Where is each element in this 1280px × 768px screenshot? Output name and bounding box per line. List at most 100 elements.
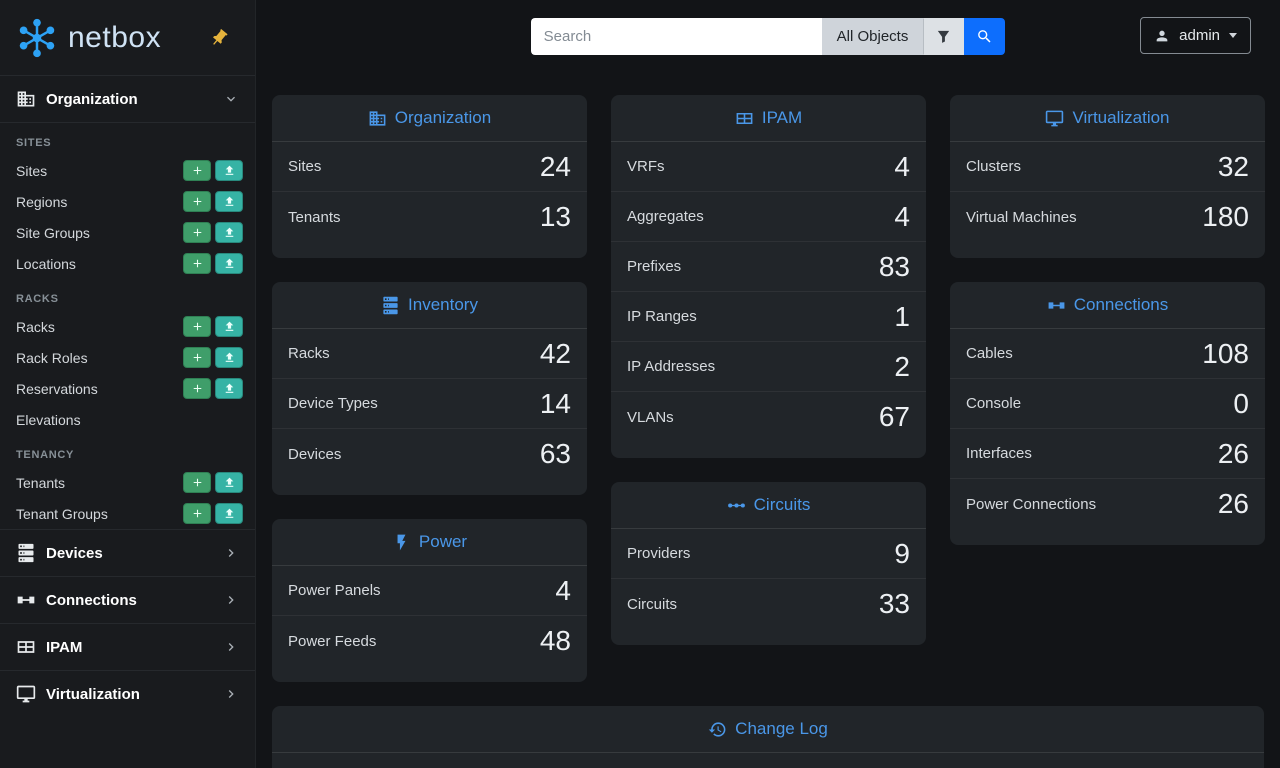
- stat-label[interactable]: Circuits: [627, 595, 678, 613]
- stat-label[interactable]: Power Connections: [966, 495, 1097, 513]
- import-button[interactable]: [215, 503, 243, 524]
- stat-value[interactable]: 63: [539, 438, 571, 469]
- stat-label[interactable]: Device Types: [288, 395, 378, 412]
- dashboard-content[interactable]: Organization Sites 24 Tenants 13: [256, 72, 1280, 768]
- netbox-logo[interactable]: netbox: [14, 15, 161, 61]
- card-title[interactable]: Organization: [394, 108, 492, 127]
- add-button[interactable]: [183, 253, 211, 274]
- stat-label[interactable]: VRFs: [627, 158, 665, 175]
- add-button[interactable]: [183, 472, 211, 493]
- card-title[interactable]: Virtualization: [1072, 108, 1170, 127]
- sidebar-group-devices[interactable]: Devices: [0, 529, 255, 576]
- sidebar-item-label[interactable]: Reservations: [16, 380, 98, 397]
- sidebar-group-connections[interactable]: Connections: [0, 576, 255, 623]
- import-button[interactable]: [215, 378, 243, 399]
- add-button[interactable]: [183, 503, 211, 524]
- stat-label[interactable]: Prefixes: [627, 258, 682, 275]
- stat-value[interactable]: 180: [1202, 201, 1249, 232]
- sidebar-item-elevations[interactable]: Elevations: [0, 404, 255, 435]
- stat-value[interactable]: 2: [894, 350, 910, 382]
- stat-label[interactable]: IP Ranges: [627, 308, 697, 325]
- stat-value[interactable]: 67: [878, 401, 910, 432]
- sidebar-pin-button[interactable]: [209, 28, 229, 48]
- sidebar-item-sites[interactable]: Sites: [0, 155, 255, 186]
- import-button[interactable]: [215, 160, 243, 181]
- import-button[interactable]: [215, 316, 243, 337]
- stat-label[interactable]: Aggregates: [627, 208, 704, 225]
- stat-value[interactable]: 1: [894, 300, 910, 332]
- add-button[interactable]: [183, 222, 211, 243]
- card-title[interactable]: Circuits: [753, 495, 811, 514]
- stat-label[interactable]: Cables: [966, 345, 1013, 362]
- stat-label[interactable]: Racks: [288, 345, 330, 362]
- search-input[interactable]: [530, 17, 822, 55]
- sidebar-item-label[interactable]: Regions: [16, 193, 68, 210]
- sidebar-item-label[interactable]: Rack Roles: [16, 349, 88, 366]
- stat-value[interactable]: 4: [555, 574, 571, 606]
- stat-label[interactable]: Providers: [627, 545, 691, 562]
- stat-value[interactable]: 13: [539, 201, 571, 232]
- stat-label[interactable]: Virtual Machines: [966, 208, 1077, 226]
- sidebar-item-label[interactable]: Tenants: [16, 474, 66, 491]
- stat-label[interactable]: Interfaces: [966, 445, 1032, 462]
- sidebar-item-label[interactable]: Racks: [16, 318, 55, 335]
- import-button[interactable]: [215, 472, 243, 493]
- stat-value[interactable]: 48: [539, 625, 571, 656]
- add-button[interactable]: [183, 347, 211, 368]
- sidebar-item-label[interactable]: Elevations: [16, 411, 81, 428]
- stat-value[interactable]: 14: [539, 387, 571, 419]
- import-button[interactable]: [215, 222, 243, 243]
- import-button[interactable]: [215, 191, 243, 212]
- card-title[interactable]: Connections: [1073, 295, 1169, 314]
- user-menu-button[interactable]: admin: [1140, 17, 1251, 54]
- add-button[interactable]: [183, 191, 211, 212]
- stat-value[interactable]: 4: [894, 200, 910, 232]
- sidebar-item-locations[interactable]: Locations: [0, 248, 255, 279]
- import-button[interactable]: [215, 347, 243, 368]
- card-title[interactable]: Change Log: [735, 719, 828, 738]
- stat-value[interactable]: 9: [894, 537, 910, 569]
- stat-label[interactable]: Tenants: [288, 208, 341, 226]
- search-submit-button[interactable]: [964, 17, 1006, 55]
- sidebar-item-site-groups[interactable]: Site Groups: [0, 217, 255, 248]
- card-title[interactable]: IPAM: [761, 108, 803, 127]
- sidebar-item-label[interactable]: Site Groups: [16, 224, 90, 241]
- stat-label[interactable]: Power Panels: [288, 582, 381, 599]
- stat-label[interactable]: IP Addresses: [627, 358, 716, 375]
- sidebar-item-label[interactable]: Sites: [16, 162, 48, 179]
- stat-value[interactable]: 24: [539, 150, 571, 182]
- card-title[interactable]: Inventory: [408, 295, 478, 314]
- stat-value[interactable]: 108: [1202, 337, 1249, 369]
- add-button[interactable]: [183, 160, 211, 181]
- stat-label[interactable]: Console: [966, 395, 1022, 412]
- stat-value[interactable]: 32: [1217, 150, 1249, 182]
- stat-value[interactable]: 26: [1217, 488, 1249, 519]
- sidebar-item-rack-roles[interactable]: Rack Roles: [0, 342, 255, 373]
- sidebar-item-label[interactable]: Locations: [16, 255, 76, 272]
- stat-value[interactable]: 83: [878, 250, 910, 282]
- import-button[interactable]: [215, 253, 243, 274]
- card-title[interactable]: Power: [418, 532, 468, 551]
- sidebar-item-racks[interactable]: Racks: [0, 311, 255, 342]
- sidebar-item-reservations[interactable]: Reservations: [0, 373, 255, 404]
- sidebar-item-label[interactable]: Tenant Groups: [16, 505, 108, 522]
- add-button[interactable]: [183, 316, 211, 337]
- sidebar-group-virtualization[interactable]: Virtualization: [0, 670, 255, 717]
- stat-value[interactable]: 0: [1233, 387, 1249, 419]
- sidebar-item-tenant-groups[interactable]: Tenant Groups: [0, 498, 255, 529]
- stat-label[interactable]: Clusters: [966, 158, 1022, 175]
- stat-label[interactable]: Sites: [288, 158, 322, 175]
- stat-value[interactable]: 33: [878, 588, 910, 619]
- stat-label[interactable]: VLANs: [627, 408, 674, 426]
- stat-value[interactable]: 42: [539, 337, 571, 369]
- stat-value[interactable]: 26: [1217, 437, 1249, 469]
- stat-label[interactable]: Devices: [288, 445, 342, 463]
- sidebar-item-regions[interactable]: Regions: [0, 186, 255, 217]
- filter-button[interactable]: [923, 17, 965, 55]
- add-button[interactable]: [183, 378, 211, 399]
- sidebar-item-tenants[interactable]: Tenants: [0, 467, 255, 498]
- sidebar-group-ipam[interactable]: IPAM: [0, 623, 255, 670]
- search-scope-button[interactable]: All Objects: [821, 17, 924, 55]
- sidebar-group-organization[interactable]: Organization: [0, 75, 255, 123]
- stat-label[interactable]: Power Feeds: [288, 632, 377, 650]
